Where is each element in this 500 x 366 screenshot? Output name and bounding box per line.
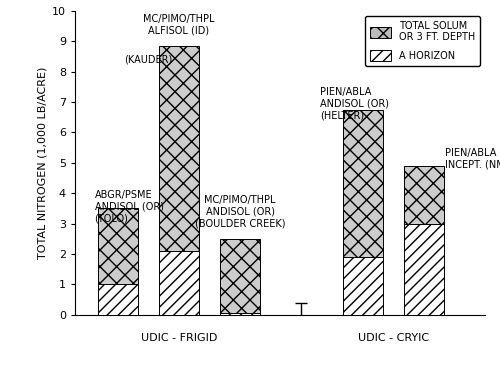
Text: MC/PIMO/THPL
ALFISOL (ID): MC/PIMO/THPL ALFISOL (ID) xyxy=(144,14,215,35)
Text: MC/PIMO/THPL
ANDISOL (OR)
(BOULDER CREEK): MC/PIMO/THPL ANDISOL (OR) (BOULDER CREEK… xyxy=(195,195,286,228)
Text: PIEN/ABLA
ANDISOL (OR)
(HELTER): PIEN/ABLA ANDISOL (OR) (HELTER) xyxy=(320,87,389,120)
Bar xyxy=(98,209,138,284)
Legend: TOTAL SOLUM
OR 3 FT. DEPTH, A HORIZON: TOTAL SOLUM OR 3 FT. DEPTH, A HORIZON xyxy=(365,16,480,66)
Text: UDIC - FRIGID: UDIC - FRIGID xyxy=(141,333,217,343)
Text: (KAUDER): (KAUDER) xyxy=(124,55,172,64)
Text: PIEN/ABLA
INCEPT. (NM): PIEN/ABLA INCEPT. (NM) xyxy=(445,147,500,169)
Bar xyxy=(159,46,199,251)
Text: UDIC - CRYIC: UDIC - CRYIC xyxy=(358,333,429,343)
Bar xyxy=(342,110,382,257)
Bar xyxy=(98,284,138,315)
Bar xyxy=(404,224,444,315)
Bar xyxy=(159,251,199,315)
Bar xyxy=(220,313,260,315)
Bar xyxy=(220,239,260,313)
Text: ABGR/PSME
ANDISOL (OR)
(TOLO): ABGR/PSME ANDISOL (OR) (TOLO) xyxy=(94,190,164,223)
Bar xyxy=(342,257,382,315)
Y-axis label: TOTAL NITROGEN (1,000 LB/ACRE): TOTAL NITROGEN (1,000 LB/ACRE) xyxy=(38,67,48,259)
Bar xyxy=(404,166,444,224)
